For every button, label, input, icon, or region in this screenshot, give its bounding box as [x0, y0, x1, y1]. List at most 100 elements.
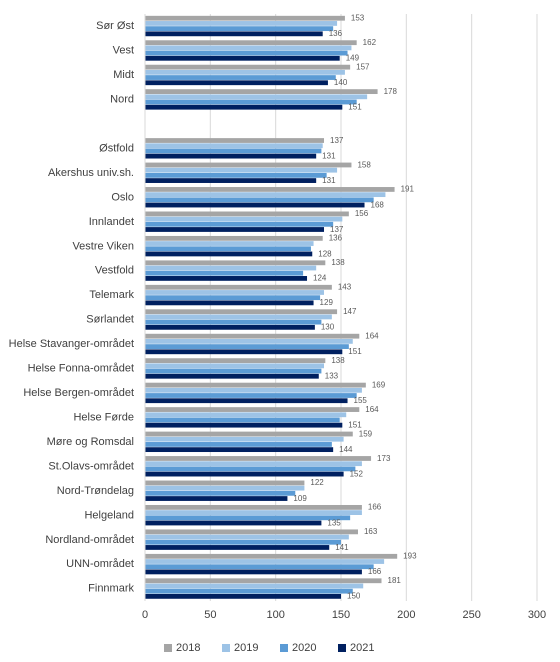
value-label: 181 — [388, 576, 402, 585]
bar — [145, 588, 353, 594]
x-tick-label: 300 — [528, 609, 546, 621]
value-label: 137 — [330, 136, 344, 145]
value-label: 151 — [348, 347, 362, 356]
value-label: 138 — [331, 258, 345, 267]
category-label: Vest — [113, 45, 134, 57]
bar — [145, 442, 332, 447]
value-label: 193 — [403, 552, 417, 561]
bar — [145, 26, 334, 32]
bar — [145, 510, 362, 515]
bar — [145, 40, 357, 46]
category-label: Helse Fonna-området — [28, 363, 134, 375]
bar — [145, 295, 321, 301]
bar — [145, 368, 322, 374]
bar — [145, 235, 323, 241]
value-label: 150 — [347, 592, 361, 601]
value-label: 152 — [350, 469, 364, 478]
category-label: Helse Stavanger-området — [9, 338, 134, 350]
bar — [145, 504, 362, 510]
bar — [145, 276, 308, 281]
category-label: Helgeland — [84, 509, 134, 521]
value-label: 144 — [339, 445, 353, 454]
bar — [145, 431, 353, 437]
bar — [145, 387, 362, 393]
value-label: 166 — [368, 503, 382, 512]
bar — [145, 21, 338, 26]
bar — [145, 480, 305, 486]
bar — [145, 344, 349, 349]
bar — [145, 15, 345, 21]
value-label: 169 — [372, 380, 386, 389]
bar — [145, 407, 360, 412]
bar — [145, 300, 314, 306]
bar — [145, 227, 325, 232]
bar — [145, 319, 322, 325]
x-tick-label: 200 — [397, 609, 415, 621]
bar — [145, 69, 345, 75]
bar — [145, 167, 338, 173]
bar — [145, 314, 332, 320]
legend-label: 2019 — [234, 642, 258, 654]
bar — [145, 148, 322, 154]
bar — [145, 309, 338, 315]
bar — [145, 284, 332, 290]
category-label: Sør Øst — [96, 20, 134, 32]
category-label: Østfold — [99, 142, 134, 154]
legend-swatch — [280, 644, 288, 652]
bar — [145, 50, 348, 56]
bar — [145, 94, 368, 100]
bar — [145, 485, 305, 491]
category-label: Telemark — [89, 289, 134, 301]
value-label: 149 — [346, 54, 360, 63]
bar — [145, 64, 351, 70]
bar — [145, 138, 325, 143]
bar — [145, 270, 304, 276]
bar — [145, 162, 352, 168]
bar — [145, 143, 323, 149]
bar — [145, 216, 343, 222]
bar — [145, 349, 343, 355]
bar — [145, 80, 328, 86]
value-label: 140 — [334, 78, 348, 87]
legend-label: 2020 — [292, 642, 316, 654]
value-label: 137 — [330, 225, 344, 234]
value-label: 133 — [325, 372, 339, 381]
bar — [145, 324, 315, 330]
bar — [145, 559, 385, 564]
bar — [145, 178, 317, 183]
value-label: 173 — [377, 454, 391, 463]
legend-label: 2021 — [350, 642, 374, 654]
bar — [145, 373, 319, 379]
value-label: 166 — [368, 567, 382, 576]
bar — [145, 104, 343, 110]
bar — [145, 545, 330, 550]
bar — [145, 466, 356, 472]
bar — [145, 192, 386, 198]
value-label: 155 — [354, 396, 368, 405]
bar — [145, 515, 351, 521]
bar — [145, 436, 344, 442]
category-label: St.Olavs-området — [48, 460, 134, 472]
bar — [145, 490, 296, 496]
bar — [145, 55, 340, 61]
value-label: 136 — [329, 234, 343, 243]
category-label: Møre og Romsdal — [47, 436, 134, 448]
value-label: 124 — [313, 274, 327, 283]
value-label: 143 — [338, 283, 352, 292]
bar — [145, 333, 360, 339]
value-label: 128 — [318, 249, 332, 258]
value-label: 162 — [363, 38, 377, 47]
value-label: 109 — [293, 494, 307, 503]
bar — [145, 520, 322, 526]
bar — [145, 211, 349, 217]
x-tick-label: 250 — [462, 609, 480, 621]
bar — [145, 593, 341, 599]
category-label: Nord — [110, 94, 134, 106]
bar — [145, 290, 325, 295]
bar — [145, 31, 323, 37]
legend-label: 2018 — [176, 642, 200, 654]
x-tick-label: 50 — [204, 609, 216, 621]
bar — [145, 496, 288, 501]
category-label: Oslo — [111, 191, 134, 203]
value-label: 164 — [365, 331, 379, 340]
